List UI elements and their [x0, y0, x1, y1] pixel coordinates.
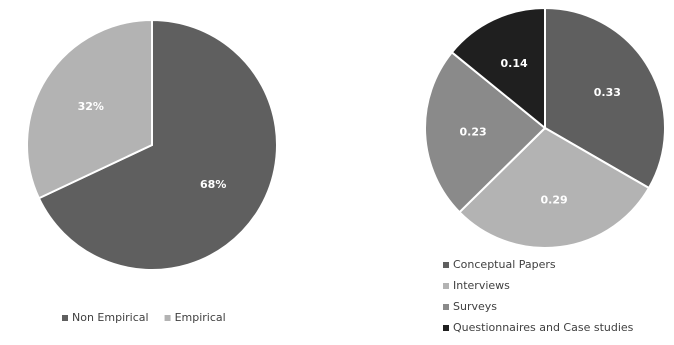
pie-slice-empirical	[26, 18, 153, 200]
pie-slice-interviews	[458, 126, 651, 249]
legend-swatch	[443, 325, 449, 331]
legend-item-conceptual-papers: Conceptual Papers	[443, 258, 556, 271]
pie-slice-surveys	[424, 50, 547, 214]
legend-1: Non Empirical Empirical	[62, 311, 226, 324]
legend-item-interviews: Interviews	[443, 279, 510, 292]
legend-label: Conceptual Papers	[453, 258, 556, 271]
pie-chart-1: 68% 32%	[26, 18, 278, 271]
legend-label: Questionnaires and Case studies	[453, 321, 634, 334]
legend-item-empirical: Empirical	[164, 311, 226, 324]
legend-item-questionnaires-and-case-studies: Questionnaires and Case studies	[443, 321, 634, 334]
pie-slice-non-empirical	[37, 18, 278, 271]
data-label-conceptual-papers: 0.33	[594, 86, 621, 99]
data-label-surveys: 0.23	[460, 125, 487, 138]
data-label-non-empirical: 68%	[200, 178, 226, 191]
legend-swatch	[164, 315, 171, 321]
data-label-interviews: 0.29	[541, 193, 568, 206]
legend-label: Interviews	[453, 279, 510, 292]
legend-swatch	[443, 283, 449, 289]
pie-slice-questionnaires-and-case-studies	[450, 6, 546, 131]
data-label-empirical: 32%	[78, 100, 104, 113]
pie-chart-2: 0.33 0.29 0.23 0.14	[424, 6, 666, 249]
legend-label: Surveys	[453, 300, 497, 313]
legend-item-surveys: Surveys	[443, 300, 497, 313]
pie-slice-conceptual-papers	[544, 6, 666, 190]
data-label-questionnaires-and-case-studies: 0.14	[500, 57, 527, 70]
legend-swatch	[62, 315, 68, 321]
legend-swatch	[443, 304, 449, 310]
legend-swatch	[443, 262, 449, 268]
legend-2: Conceptual Papers Interviews Surveys Questi…	[443, 258, 634, 334]
legend-label: Empirical	[175, 311, 226, 324]
legend-item-non-empirical: Non Empirical	[62, 311, 149, 324]
legend-label: Non Empirical	[72, 311, 149, 324]
